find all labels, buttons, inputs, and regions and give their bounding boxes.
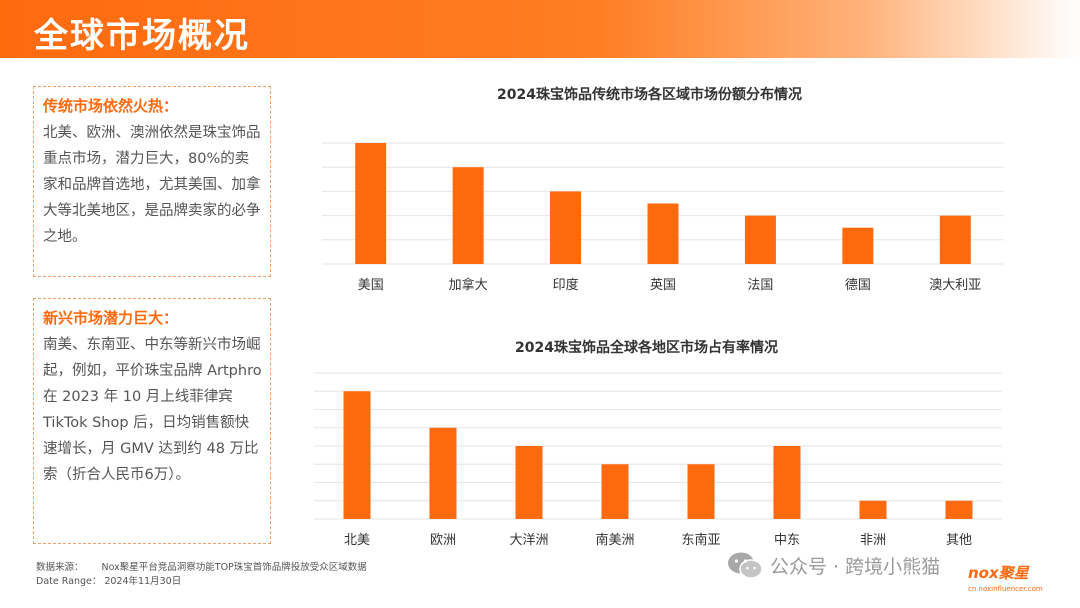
page-title: 全球市场概况: [34, 16, 250, 56]
wechat-watermark: 公众号 · 跨境小熊猫: [726, 548, 940, 582]
x-tick-label: 大洋洲: [509, 533, 548, 548]
x-tick-label: 印度: [553, 277, 579, 293]
panel-heading: 传统市场依然火热：: [43, 97, 179, 115]
bar: [687, 464, 715, 519]
logo-name: nox聚星: [968, 564, 1029, 582]
bar: [945, 500, 973, 519]
wechat-icon: [728, 552, 763, 579]
footer-source: 数据来源： Nox聚星平台竞品洞察功能TOP珠宝首饰品牌投放受众区域数据 Date…: [36, 561, 367, 589]
date-label: Date Range：: [36, 576, 102, 587]
bar: [939, 215, 971, 264]
bar: [744, 215, 776, 264]
x-tick-label: 北美: [344, 533, 370, 548]
x-tick-label: 东南亚: [681, 532, 720, 548]
bar: [550, 191, 582, 264]
bar: [842, 227, 874, 264]
x-tick-label: 南美洲: [595, 532, 634, 548]
panel-heading: 新兴市场潜力巨大：: [43, 309, 179, 327]
x-tick-label: 中东: [774, 533, 800, 548]
x-tick-label: 加拿大: [449, 277, 488, 293]
x-tick-label: 欧洲: [430, 533, 456, 548]
bar: [343, 391, 371, 519]
x-tick-label: 美国: [358, 278, 384, 293]
bar: [515, 446, 543, 519]
emerging-market-panel: 新兴市场潜力巨大： 南美、东南亚、中东等新兴市场崛起，例如，平价珠宝品牌 Art…: [33, 298, 271, 544]
x-tick-label: 英国: [650, 278, 676, 293]
header-bar: 全球市场概况: [0, 0, 1080, 58]
bar: [859, 500, 887, 519]
watermark-text: 公众号 · 跨境小熊猫: [770, 555, 941, 578]
x-tick-label: 法国: [747, 278, 773, 293]
x-tick-label: 非洲: [860, 533, 886, 548]
panel-body: 南美、东南亚、中东等新兴市场崛起，例如，平价珠宝品牌 Artphro 在 202…: [43, 337, 262, 483]
x-tick-label: 德国: [845, 278, 871, 293]
chart-title: 2024珠宝饰品传统市场各区域市场份额分布情况: [497, 87, 802, 103]
source-text: Nox聚星平台竞品洞察功能TOP珠宝首饰品牌投放受众区域数据: [101, 562, 367, 573]
nox-logo: nox聚星 cn.noxinfluencer.com: [968, 562, 1048, 602]
x-tick-label: 澳大利亚: [929, 277, 981, 293]
bar: [647, 203, 679, 264]
traditional-market-panel: 传统市场依然火热： 北美、欧洲、澳洲依然是珠宝饰品重点市场，潜力巨大，80%的卖…: [33, 86, 271, 277]
date-text: 2024年11月30日: [104, 576, 182, 587]
bar: [429, 427, 457, 519]
bar: [773, 446, 801, 519]
bar: [452, 167, 484, 264]
chart-title: 2024珠宝饰品全球各地区市场占有率情况: [515, 340, 778, 356]
source-label: 数据来源：: [36, 562, 84, 573]
x-tick-label: 其他: [946, 533, 972, 548]
bar: [355, 143, 387, 264]
panel-body: 北美、欧洲、澳洲依然是珠宝饰品重点市场，潜力巨大，80%的卖家和品牌首选地，尤其…: [43, 125, 261, 245]
logo-url: cn.noxinfluencer.com: [968, 585, 1043, 593]
bar: [601, 464, 629, 519]
